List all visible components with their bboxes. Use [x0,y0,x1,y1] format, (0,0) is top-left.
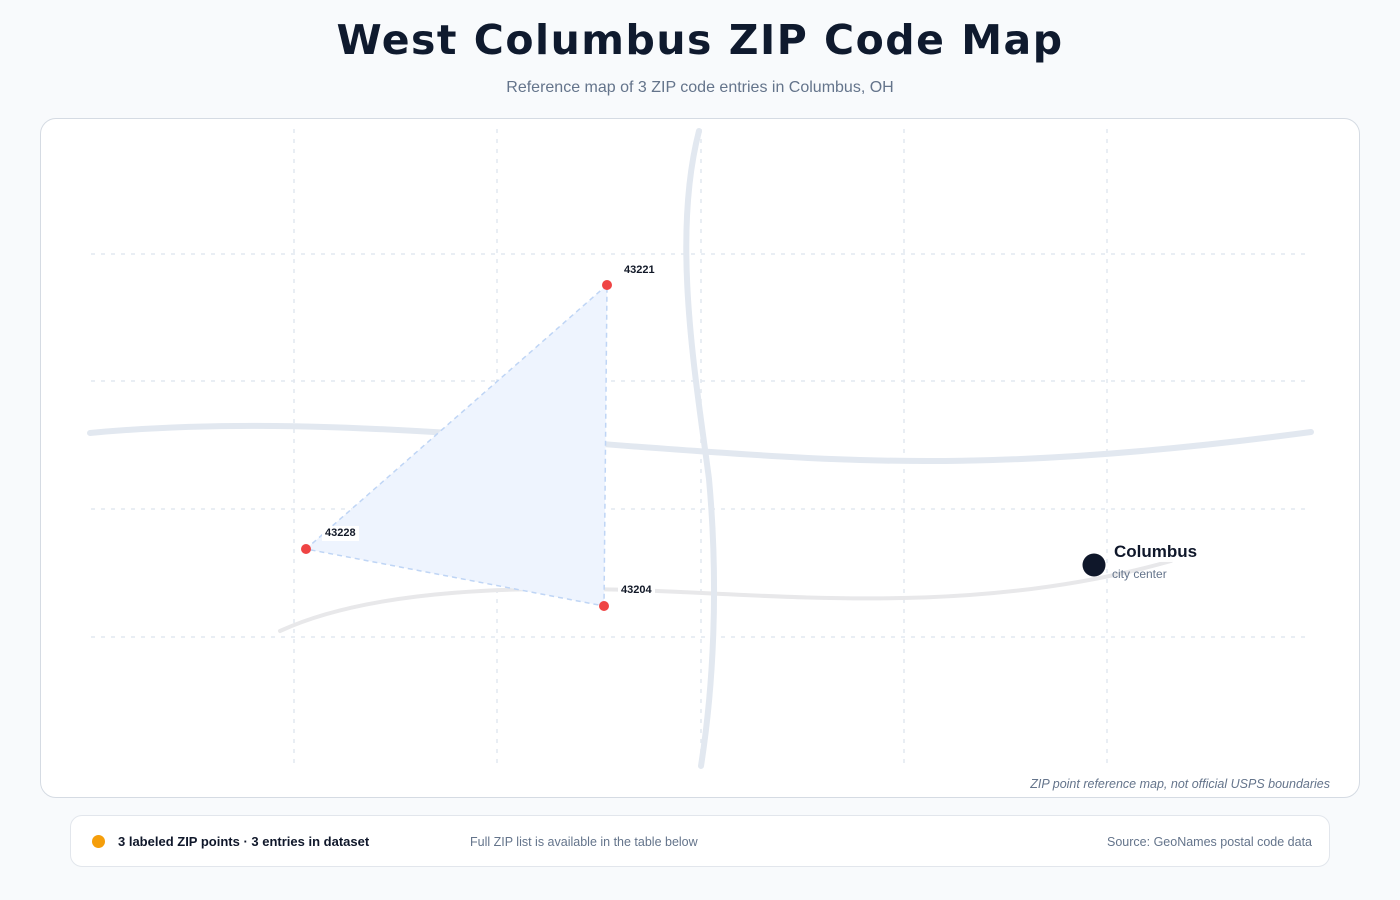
major-road-north-south [683,128,718,769]
map-disclaimer: ZIP point reference map, not official US… [1030,777,1330,791]
zip-point-43204[interactable] [599,601,609,611]
major-road-east-west [87,422,1314,465]
zip-label-43221: 43221 [621,263,658,278]
legend-text: 3 labeled ZIP points · 3 entries in data… [118,834,370,849]
legend-dot-icon [92,835,105,848]
source-credit: Source: GeoNames postal code data [1107,835,1312,849]
map-canvas[interactable] [41,119,1360,798]
zip-coverage-area [304,283,608,607]
footer-note: Full ZIP list is available in the table … [470,835,698,849]
legend-footer: 3 labeled ZIP points · 3 entries in data… [70,815,1330,867]
zip-label-43204: 43204 [618,583,655,598]
zip-point-43221[interactable] [602,280,612,290]
zip-point-43228[interactable] [301,544,311,554]
map-panel[interactable]: 43221 43228 43204 Columbus city center Z… [40,118,1360,798]
page-subtitle: Reference map of 3 ZIP code entries in C… [506,79,894,96]
city-label: Columbus [1112,542,1200,562]
secondary-road [278,559,1173,633]
city-center-marker[interactable] [1082,553,1106,577]
zip-label-43228: 43228 [322,526,359,541]
page-title: West Columbus ZIP Code Map [336,16,1064,64]
city-sublabel: city center [1112,567,1167,581]
map-grid [91,129,1311,769]
